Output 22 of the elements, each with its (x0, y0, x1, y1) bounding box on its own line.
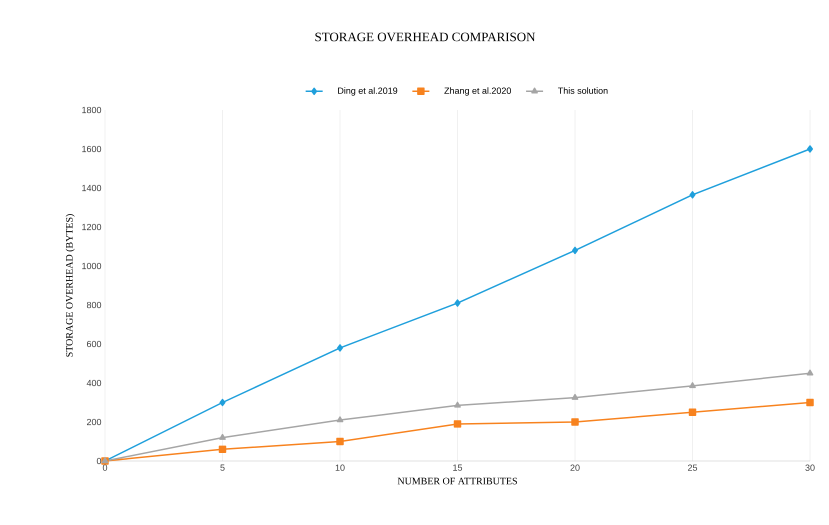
x-tick-label: 5 (220, 464, 225, 471)
legend-label: Ding et al.2019 (338, 87, 398, 96)
x-tick-label: 20 (570, 464, 580, 471)
x-tick-label: 0 (102, 464, 108, 471)
x-tick-label: 15 (453, 464, 462, 471)
x-tick-label: 25 (688, 464, 698, 471)
y-tick-label: 800 (86, 302, 102, 308)
x-tick-label: 10 (336, 464, 345, 471)
x-tick-label: 30 (805, 464, 815, 471)
y-tick-label: 400 (86, 380, 102, 386)
legend-label: Zhang et al.2020 (444, 87, 512, 96)
x-axis-title: NUMBER OF ATTRIBUTES (398, 478, 517, 484)
y-tick-label: 1400 (82, 184, 102, 192)
legend-label: This solution (558, 87, 608, 94)
y-tick-label: 1200 (82, 224, 102, 230)
y-tick-label: 1800 (82, 106, 102, 114)
y-axis-title: STORAGE OVERHEAD (BYTES) (66, 214, 75, 357)
y-tick-label: 200 (86, 418, 102, 426)
y-tick-label: 600 (86, 340, 102, 348)
y-tick-label: 1600 (82, 146, 102, 152)
chart-title: STORAGE OVERHEAD COMPARISON (315, 32, 536, 42)
y-tick-label: 1000 (82, 262, 102, 270)
